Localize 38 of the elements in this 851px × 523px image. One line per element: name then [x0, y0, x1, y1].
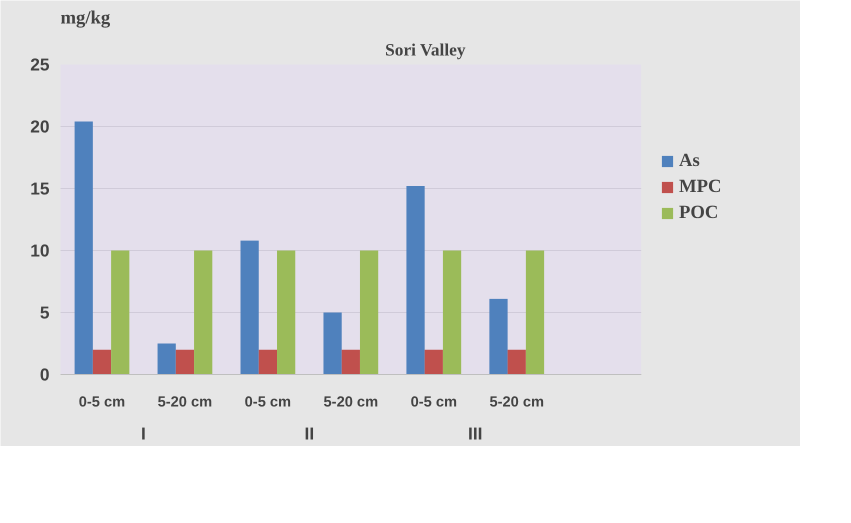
bar [424, 350, 443, 374]
bar [489, 298, 508, 374]
x-tick-label: 0-5 cm [78, 394, 126, 410]
y-tick-label: 0 [40, 364, 50, 384]
y-tick-label: 25 [30, 54, 50, 74]
bar [277, 250, 296, 374]
legend-label: As [679, 150, 700, 172]
bar [360, 250, 378, 374]
x-tick-label: 0-5 cm [244, 394, 292, 410]
y-tick-label: 10 [30, 240, 50, 260]
bar [111, 250, 130, 374]
bar [240, 240, 259, 374]
bar [526, 250, 544, 374]
x-tick-label: 5-20 cm [324, 394, 378, 410]
bar [92, 350, 112, 374]
x-tick-label: 5-20 cm [489, 394, 544, 410]
bar [442, 250, 462, 374]
bar [258, 350, 278, 374]
x-tick-label: 5-20 cm [158, 394, 212, 410]
legend-label: MPC [679, 176, 722, 198]
bar [158, 344, 176, 374]
text: I [141, 424, 146, 444]
y-axis-title: mg/kg [60, 8, 111, 28]
x-tick-label: 0-5 cm [410, 394, 458, 410]
bar [508, 350, 526, 374]
text: III [468, 424, 483, 444]
bar [406, 186, 425, 374]
y-tick-label: 15 [30, 178, 50, 198]
bar [176, 350, 194, 374]
y-tick-label: 5 [40, 302, 50, 322]
legend-label: POC [679, 202, 718, 224]
bar [74, 122, 93, 374]
bar [323, 312, 342, 374]
bar [342, 350, 360, 374]
y-tick-label: 20 [30, 116, 50, 136]
chart-title: Sori Valley [385, 40, 466, 60]
bar [194, 250, 212, 374]
text: II [304, 424, 314, 444]
